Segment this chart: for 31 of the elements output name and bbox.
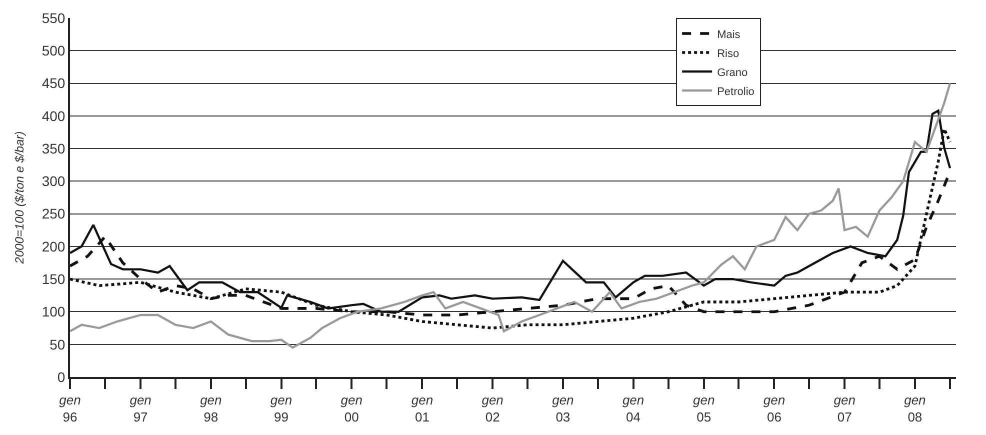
y-tick-label: 350 [42, 140, 66, 156]
y-tick-label: 300 [42, 173, 66, 190]
legend-label: Grano [717, 66, 748, 79]
y-tick-label: 50 [50, 336, 66, 352]
x-tick-label: gen 06 [763, 392, 786, 424]
x-tick-label: gen 02 [482, 392, 504, 424]
y-tick-label: 250 [42, 206, 66, 222]
line-series [70, 82, 952, 349]
y-tick-label: 550 [42, 10, 66, 26]
x-tick-label: gen 96 [59, 392, 81, 424]
x-tick-label: gen 01 [411, 392, 434, 424]
x-tick-label: gen 03 [552, 392, 574, 424]
legend-label: Mais [717, 28, 741, 41]
y-axis-title: 2000=100 ($/ton e $/bar) [12, 131, 27, 265]
y-tick-label: 150 [42, 270, 66, 287]
x-tick-label: gen 05 [693, 392, 715, 424]
x-tick-label: gen 08 [904, 392, 926, 424]
x-tick-label: gen 98 [200, 392, 222, 424]
x-tick-label: gen 00 [340, 392, 362, 424]
x-tick-label: gen 99 [270, 392, 292, 424]
y-tick-label: 200 [42, 238, 66, 254]
x-tick-label: gen 07 [834, 392, 856, 424]
y-tick-label: 500 [42, 42, 66, 59]
y-tick-label: 100 [42, 304, 66, 320]
x-tick-label: gen 97 [130, 392, 152, 424]
x-tick-label: gen 04 [622, 392, 644, 424]
y-tick-label: 0 [57, 368, 66, 385]
legend-label: Riso [717, 48, 740, 60]
y-tick-label: 450 [42, 75, 66, 92]
y-tick-label: 400 [42, 108, 66, 124]
legend-label: Petrolio [717, 86, 754, 98]
